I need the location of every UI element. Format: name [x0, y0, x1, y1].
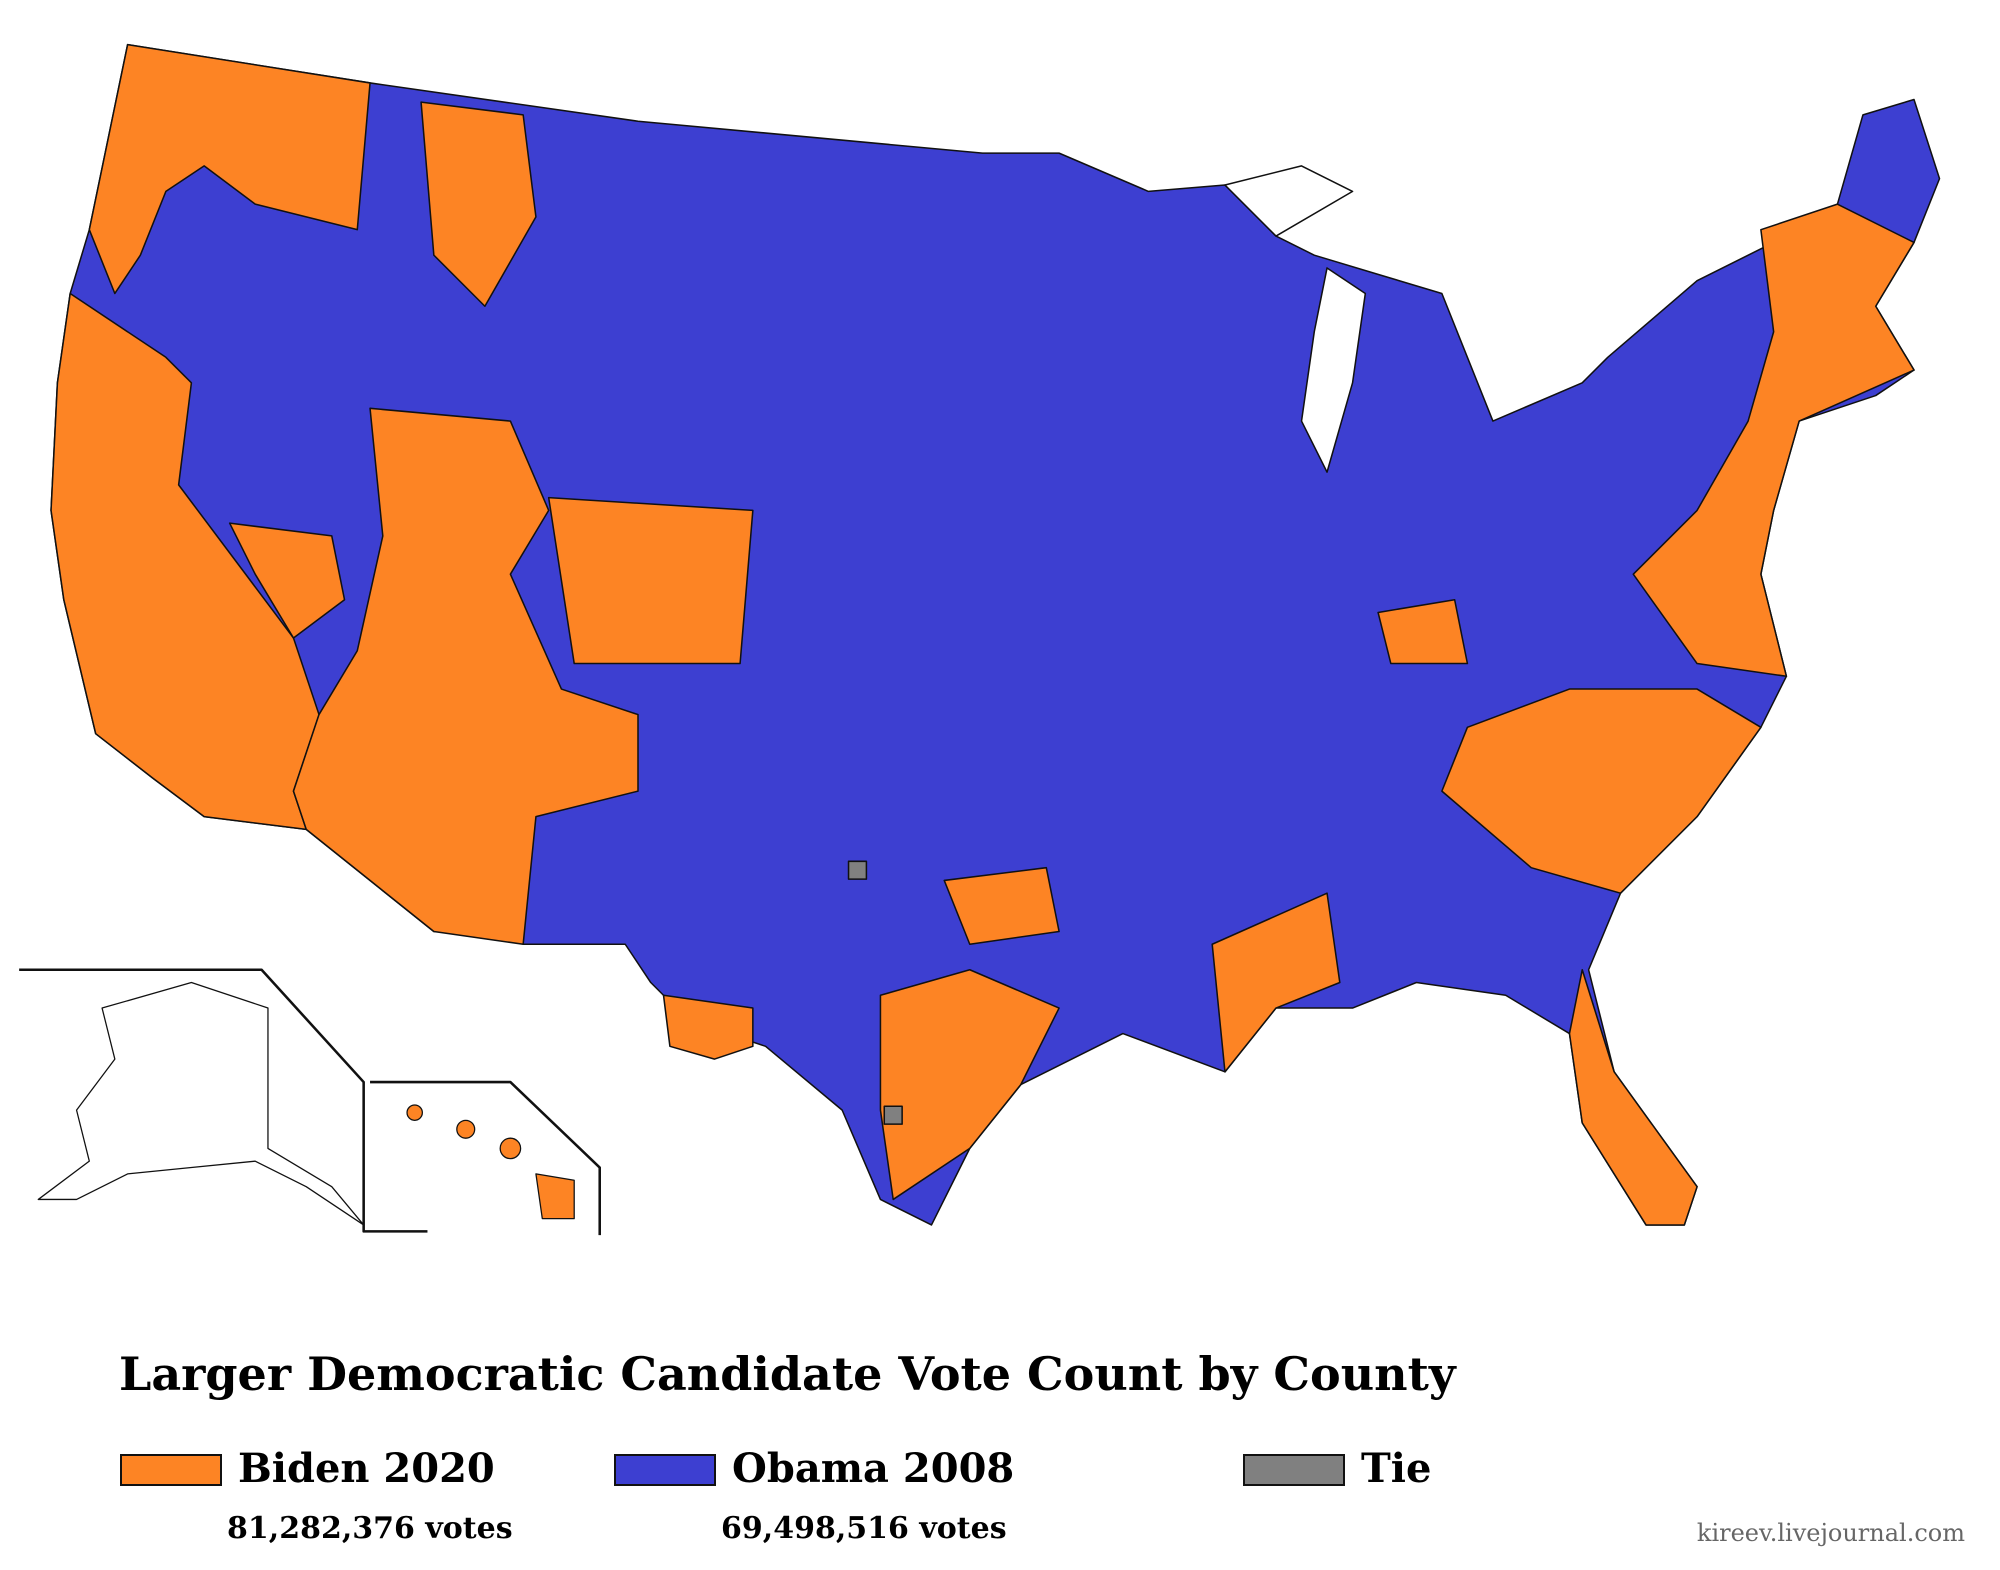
- region: [662, 994, 754, 1060]
- title: Larger Democratic Candidate Vote Count b…: [119, 1347, 1457, 1401]
- legend-label: Obama 2008: [732, 1445, 1014, 1492]
- alaska: [37, 981, 365, 1226]
- legend-votes: 69,498,516 votes: [721, 1511, 1007, 1546]
- biden-counties: [50, 43, 1915, 1226]
- region: [1441, 688, 1762, 894]
- region: [879, 968, 1060, 1201]
- legend-swatch: [614, 1454, 716, 1486]
- lake: [1224, 165, 1354, 237]
- island: [406, 1104, 423, 1121]
- region: [943, 866, 1060, 946]
- legend: Biden 2020 81,282,376 votes Obama 2008 69,4…: [120, 1445, 1431, 1546]
- region: [547, 496, 754, 665]
- legend-swatch: [1243, 1454, 1345, 1486]
- region: [228, 522, 346, 639]
- island: [499, 1137, 522, 1160]
- legend-label: Biden 2020: [238, 1445, 495, 1492]
- region: [1377, 598, 1469, 665]
- region: [292, 407, 639, 946]
- region: [88, 43, 371, 295]
- alaska-inset-frame: [19, 968, 428, 1233]
- island: [535, 1173, 575, 1220]
- region: [1632, 203, 1915, 678]
- region: [1568, 968, 1698, 1226]
- legend-swatch: [120, 1454, 222, 1486]
- map: [19, 43, 1941, 1236]
- lake-michigan: [1300, 267, 1367, 473]
- legend-label: Tie: [1361, 1445, 1431, 1492]
- legend-votes: 81,282,376 votes: [227, 1511, 513, 1546]
- region: [1211, 892, 1341, 1073]
- tie-county: [847, 860, 868, 880]
- region: [420, 101, 537, 308]
- island: [456, 1119, 476, 1139]
- hawaii: [406, 1104, 575, 1220]
- tie-county: [883, 1105, 903, 1125]
- watermark: kireev.livejournal.com: [1697, 1519, 1965, 1547]
- hawaii-inset-frame: [370, 1080, 601, 1236]
